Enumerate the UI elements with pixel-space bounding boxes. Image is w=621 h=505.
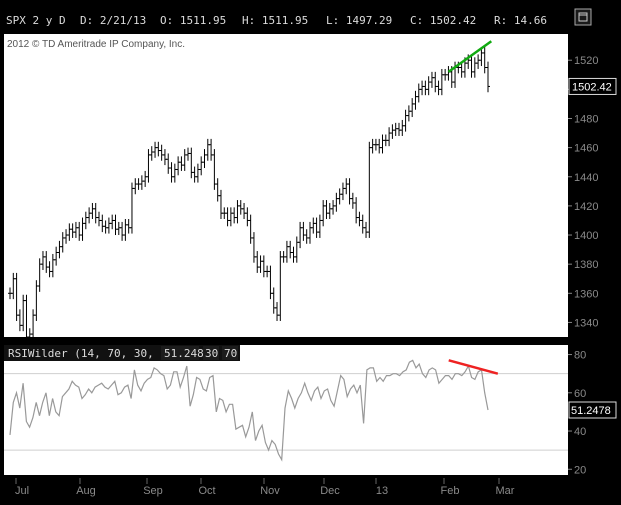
- rsi-badge-value: 51.2478: [571, 405, 611, 417]
- date-tick-label: Mar: [496, 485, 515, 497]
- price-tick-label: 1420: [574, 201, 598, 213]
- rsi-axis: 20 40 60 80: [568, 350, 586, 476]
- header-high: H: 1511.95: [242, 14, 308, 27]
- price-tick-label: 1480: [574, 113, 598, 125]
- rsi-grid: [4, 373, 568, 451]
- rsi-lower: 70: [224, 347, 237, 360]
- header-bar: [0, 0, 621, 33]
- rsi-title-strip: RSIWilder (14, 70, 30, CLOSE) 51.248 30 …: [4, 345, 240, 361]
- down-trendline: [448, 359, 499, 375]
- price-tick-label: 1400: [574, 230, 598, 242]
- header-range: R: 14.66: [494, 14, 547, 27]
- date-tick-label: 13: [376, 485, 388, 497]
- price-axis: 1340136013801400142014401460148015001520: [568, 55, 598, 329]
- rsi-plot-area: [4, 345, 568, 475]
- rsi-tick-label: 80: [574, 350, 586, 362]
- rsi-tick-label: 20: [574, 464, 586, 476]
- price-tick-label: 1380: [574, 259, 598, 271]
- rsi-upper: 30: [205, 347, 218, 360]
- header-symbol[interactable]: SPX 2 y D: [6, 14, 66, 27]
- rsi-tick-label: 40: [574, 426, 586, 438]
- rsi-badge: 51.2478: [568, 401, 617, 419]
- rsi-tick-label: 60: [574, 388, 586, 400]
- price-tick-label: 1520: [574, 55, 598, 67]
- date-tick-label: Aug: [76, 485, 96, 497]
- price-tick-label: 1340: [574, 317, 598, 329]
- date-axis: Jul Aug Sep Oct Nov Dec 13 Feb Mar: [15, 478, 515, 497]
- rsi-title: RSIWilder (14, 70, 30, CLOSE): [8, 347, 200, 360]
- date-tick-label: Oct: [198, 485, 215, 497]
- price-bars: [8, 47, 490, 343]
- date-tick-label: Feb: [441, 485, 460, 497]
- copyright-text: 2012 © TD Ameritrade IP Company, Inc.: [7, 39, 185, 50]
- date-tick-label: Dec: [320, 485, 340, 497]
- price-badge-value: 1502.42: [572, 81, 612, 93]
- price-tick-label: 1460: [574, 143, 598, 155]
- header-open: O: 1511.95: [160, 14, 226, 27]
- up-trendline: [447, 40, 493, 73]
- rsi-line: [9, 359, 489, 462]
- date-tick-label: Sep: [143, 485, 163, 497]
- price-plot-area: [4, 34, 568, 337]
- rsi-value: 51.248: [164, 347, 204, 360]
- price-badge: 1502.42: [568, 77, 617, 95]
- header-low: L: 1497.29: [326, 14, 392, 27]
- price-bar: [486, 61, 490, 93]
- price-tick-label: 1360: [574, 288, 598, 300]
- maximize-icon[interactable]: [574, 8, 592, 26]
- price-tick-label: 1440: [574, 172, 598, 184]
- header-date: D: 2/21/13: [80, 14, 146, 27]
- header-close: C: 1502.42: [410, 14, 476, 27]
- date-tick-label: Nov: [260, 485, 280, 497]
- date-tick-label: Jul: [15, 485, 29, 497]
